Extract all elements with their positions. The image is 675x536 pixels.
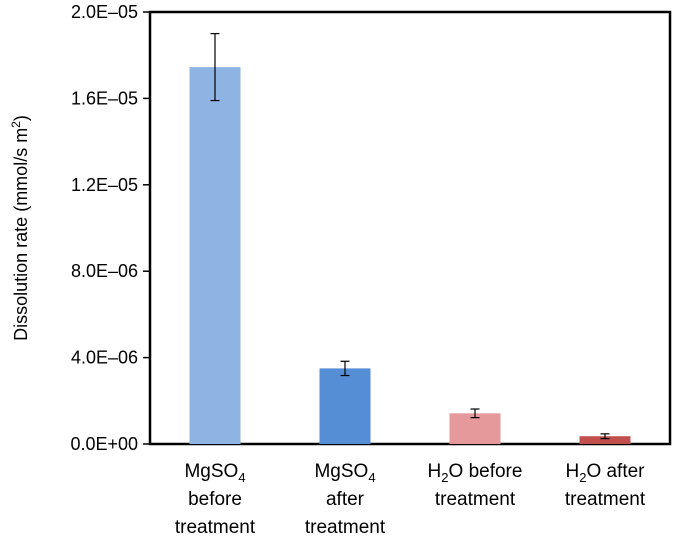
error-bars-layer	[210, 32, 610, 440]
x-category-label: treatment	[435, 489, 516, 510]
bar	[319, 368, 371, 444]
bar	[449, 413, 501, 444]
x-category-label: treatment	[305, 517, 386, 536]
y-tick-label: 1.2E–05	[71, 175, 138, 195]
bar	[579, 436, 631, 444]
x-category-label: MgSO4	[314, 461, 375, 485]
error-bar	[600, 433, 610, 440]
bars-layer	[189, 67, 631, 444]
x-category-label: treatment	[565, 489, 646, 510]
x-category-label: MgSO4	[184, 461, 245, 485]
error-bar	[210, 32, 220, 102]
y-axis-title: Dissolution rate (mmol/s m2)	[9, 115, 31, 341]
bar	[189, 67, 241, 444]
y-tick-label: 0.0E+00	[70, 434, 138, 454]
x-category-label: H2O after	[565, 461, 645, 485]
y-tick-label: 2.0E–05	[71, 2, 138, 22]
error-bar	[340, 360, 350, 377]
y-tick-label: 1.6E–05	[71, 88, 138, 108]
y-axis-ticks: 0.0E+00 4.0E–06 8.0E–06 1.2E–05 1.6E–05 2.0E–…	[70, 2, 150, 454]
x-category-label: H2O before	[428, 461, 523, 485]
x-category-label: before	[188, 489, 242, 510]
plot-frame	[148, 10, 672, 446]
x-category-label: after	[326, 489, 365, 510]
x-axis-categories: MgSO4 before treatment MgSO4 after treatment H…	[175, 461, 646, 536]
x-category-label: treatment	[175, 517, 256, 536]
y-tick-label: 4.0E–06	[71, 348, 138, 368]
y-tick-label: 8.0E–06	[71, 261, 138, 281]
error-bar	[470, 408, 480, 419]
